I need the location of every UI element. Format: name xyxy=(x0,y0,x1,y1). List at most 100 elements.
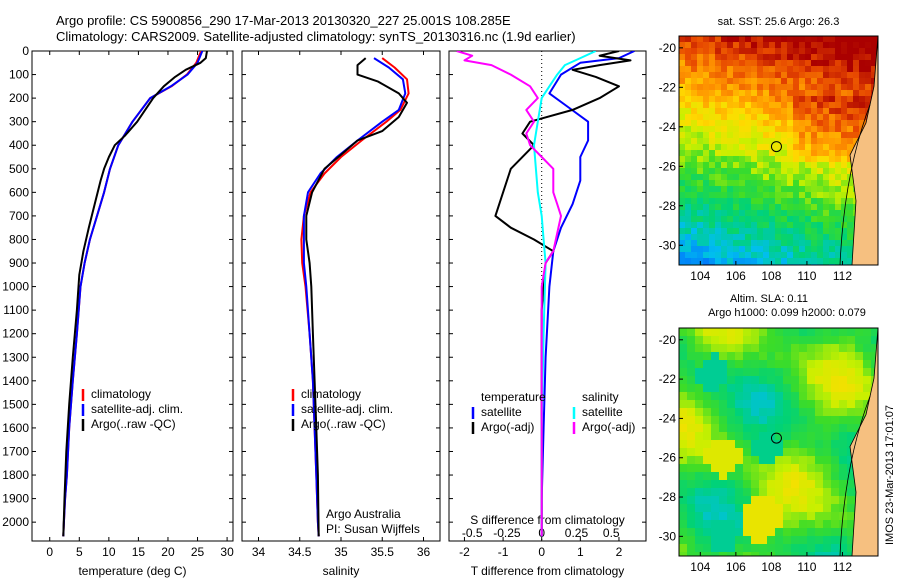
lat-tick-label: -26 xyxy=(659,159,677,173)
header-line-1: Argo profile: CS 5900856_290 17-Mar-2013… xyxy=(56,13,511,28)
x-tick-label-T: 0 xyxy=(538,545,545,559)
lon-tick-label: 108 xyxy=(761,560,781,574)
y-tick-label: 200 xyxy=(9,91,29,105)
lon-tick-label: 112 xyxy=(833,560,852,574)
x-tick-label-S: -0.25 xyxy=(493,526,521,540)
x-tick-label-S: 0.25 xyxy=(565,526,589,540)
sla-map-panel: 104 106 108 110 112 -20 -22 -24 -26 -28 -30 Altim. … xyxy=(659,293,879,574)
lon-tick-label: 110 xyxy=(797,560,816,574)
y-tick-label: 1300 xyxy=(2,350,29,364)
salinity-panel: 34 34.5 35 35.5 36 salinity climatologysatelli… xyxy=(241,50,441,578)
lat-tick-label: -30 xyxy=(659,529,677,543)
bathymetry-contour xyxy=(839,104,871,265)
x-axis-label: temperature (deg C) xyxy=(78,564,186,578)
y-tick-label: 300 xyxy=(9,115,29,129)
imos-timestamp: IMOS 23-Mar-2013 17:01:07 xyxy=(884,404,896,545)
lat-tick-label: -24 xyxy=(659,120,677,134)
x-tick-label-T: 1 xyxy=(577,545,584,559)
series-temperature-satellite xyxy=(540,51,635,537)
x-tick-label-T: -1 xyxy=(498,545,509,559)
bathymetry-contour xyxy=(839,396,871,556)
legend-label: satellite-adj. clim. xyxy=(91,402,183,416)
y-tick-label: 1900 xyxy=(2,492,29,506)
y-tick-label: 600 xyxy=(9,185,29,199)
legend-label: satellite xyxy=(582,405,623,419)
y-tick-label: 1400 xyxy=(2,374,29,388)
lon-tick-label: 108 xyxy=(761,269,781,283)
salinity-series xyxy=(300,57,410,537)
x-tick-label-T: 2 xyxy=(616,545,623,559)
legend-label: Argo(-adj) xyxy=(582,420,635,434)
sst-map-panel: 104 106 108 110 112 -20 -22 -24 -26 -28 -30 sat. SS… xyxy=(659,16,879,283)
lon-tick-label: 106 xyxy=(726,560,746,574)
difference-frame xyxy=(448,50,647,542)
series-temperature-argo-adj- xyxy=(494,51,632,537)
series-salinity-satellite xyxy=(533,51,597,537)
y-tick-label: 700 xyxy=(9,209,29,223)
x-tick-label: 5 xyxy=(76,545,83,559)
lat-tick-label: -28 xyxy=(659,490,677,504)
y-tick-label: 100 xyxy=(9,68,29,82)
y-tick-label: 1000 xyxy=(2,280,29,294)
sla-map-title: Altim. SLA: 0.11 xyxy=(730,293,808,305)
y-tick-label: 1100 xyxy=(3,303,29,317)
y-tick-label: 1800 xyxy=(2,468,29,482)
lat-tick-label: -20 xyxy=(659,333,677,347)
legend-label: satellite-adj. clim. xyxy=(301,402,393,416)
sst-map-frame xyxy=(678,35,879,266)
sla-map-field xyxy=(679,328,878,556)
legend-label: satellite xyxy=(481,405,522,419)
lon-tick-label: 104 xyxy=(690,560,710,574)
lat-tick-label: -28 xyxy=(659,199,677,213)
y-tick-label: 1500 xyxy=(2,397,29,411)
x-tick-label: 35.5 xyxy=(371,545,395,559)
lat-tick-label: -30 xyxy=(659,238,677,252)
y-tick-label: 1200 xyxy=(2,327,29,341)
legend-header-salinity: salinity xyxy=(582,390,619,404)
series-argo-raw-qc- xyxy=(62,51,208,537)
legend-label: climatology xyxy=(91,387,151,401)
legend-label: climatology xyxy=(301,387,361,401)
lat-tick-label: -20 xyxy=(659,41,677,55)
legend-label: Argo(..raw -QC) xyxy=(91,417,176,431)
x-axis-label: salinity xyxy=(323,564,360,578)
legend-label: Argo(-adj) xyxy=(481,420,534,434)
x-tick-label: 34 xyxy=(252,545,266,559)
temperature-series xyxy=(62,51,208,537)
y-tick-label: 1700 xyxy=(2,444,29,458)
y-tick-label: 2000 xyxy=(2,515,29,529)
sla-map-subtitle: Argo h1000: 0.099 h2000: 0.079 xyxy=(708,307,866,319)
legend-header-temperature: temperature xyxy=(481,390,546,404)
lat-tick-label: -24 xyxy=(659,411,677,425)
x-tick-label: 30 xyxy=(220,545,234,559)
lat-tick-label: -22 xyxy=(659,372,677,386)
annotation-pi: PI: Susan Wijffels xyxy=(326,522,420,536)
x-tick-label: 35 xyxy=(334,545,348,559)
temperature-panel: 0100200300400500600700800900100011001200… xyxy=(2,44,234,578)
x-tick-label: 34.5 xyxy=(288,545,312,559)
x-tick-label: 0 xyxy=(46,545,53,559)
lon-tick-label: 104 xyxy=(690,269,710,283)
y-tick-label: 0 xyxy=(22,44,29,58)
x-tick-label: 25 xyxy=(191,545,205,559)
y-tick-label: 400 xyxy=(9,138,29,152)
series-satellite-adj-clim- xyxy=(62,51,204,537)
lat-tick-label: -22 xyxy=(659,80,677,94)
salinity-frame xyxy=(241,50,441,542)
x-tick-label: 20 xyxy=(161,545,175,559)
y-tick-label: 500 xyxy=(9,162,29,176)
x-tick-label-S: -0.5 xyxy=(462,526,483,540)
y-tick-label: 1600 xyxy=(2,421,29,435)
lon-tick-label: 112 xyxy=(833,269,852,283)
argo-float-marker xyxy=(770,141,782,153)
x-tick-label-T: -2 xyxy=(459,545,470,559)
difference-series xyxy=(456,51,635,537)
x-axis-label-S: S difference from climatology xyxy=(470,513,625,527)
lon-tick-label: 110 xyxy=(797,269,816,283)
lat-tick-label: -26 xyxy=(659,451,677,465)
header-line-2: Climatology: CARS2009. Satellite-adjuste… xyxy=(56,29,576,44)
lon-tick-label: 106 xyxy=(726,269,746,283)
difference-panel: -2 -1 0 1 2-0.5 -0.25 0 0.25 0.5S difference fro… xyxy=(448,50,647,578)
annotation-institution: Argo Australia xyxy=(326,507,401,521)
